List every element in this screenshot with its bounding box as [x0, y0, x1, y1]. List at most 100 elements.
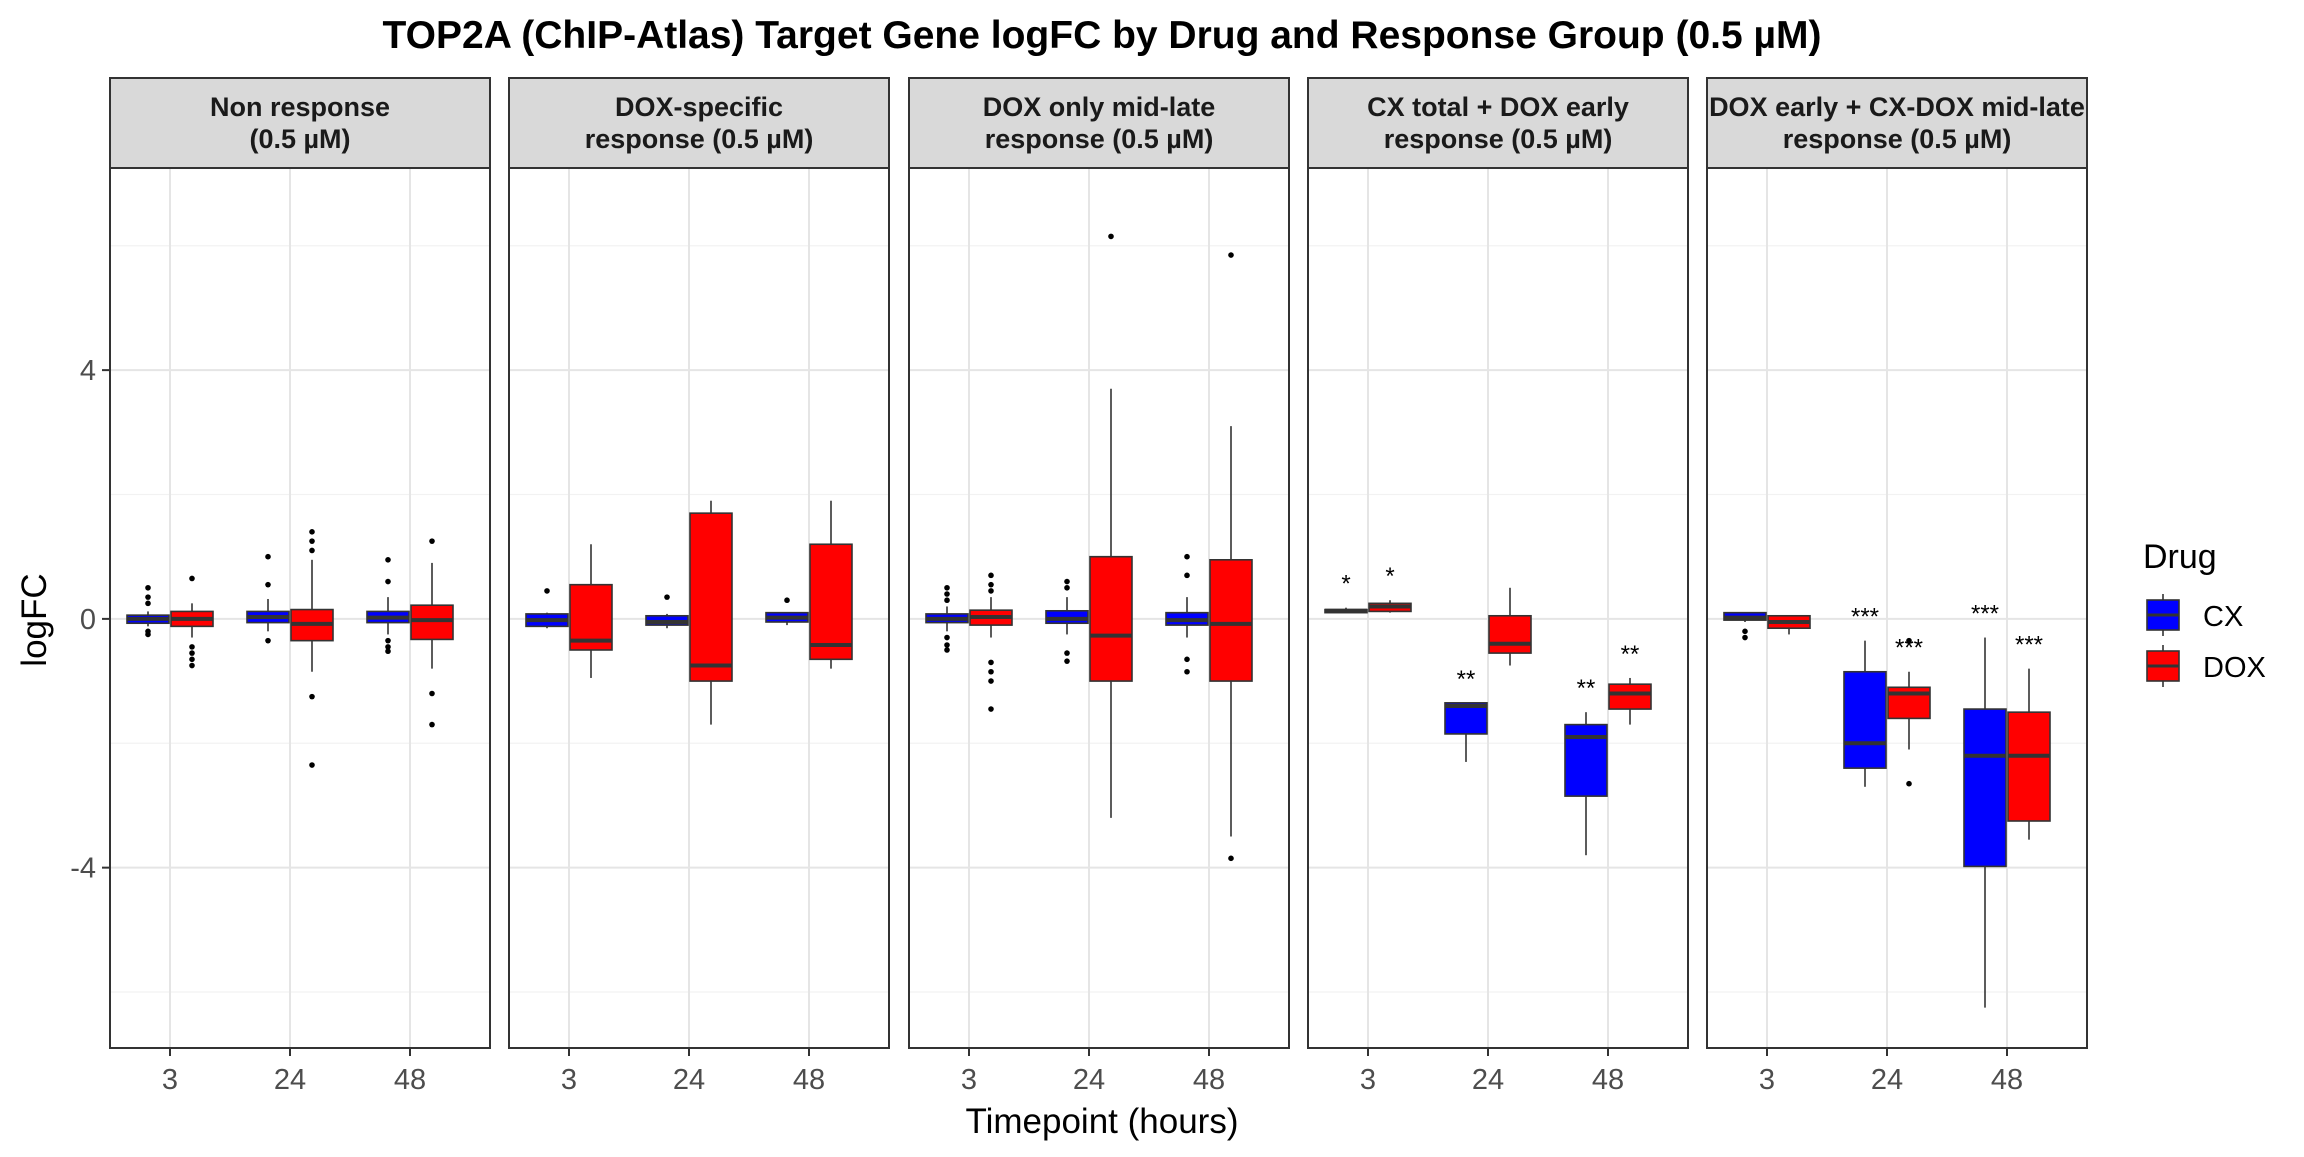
chart-title: TOP2A (ChIP-Atlas) Target Gene logFC by … — [383, 14, 1822, 57]
x-tick-label: 24 — [673, 1064, 705, 1096]
significance-label: *** — [1971, 601, 1999, 628]
outlier-point — [1108, 233, 1114, 240]
facet-panel: Non response (0.5 µM) 3 24 48 — [109, 77, 491, 1096]
x-axis-label: Timepoint (hours) — [966, 1102, 1239, 1141]
panel-background — [1707, 168, 2087, 1048]
outlier-point — [1906, 637, 1912, 644]
x-tick-label: 3 — [961, 1064, 977, 1096]
box-cx-3h — [525, 588, 569, 629]
legend-key-cx — [2146, 594, 2180, 636]
outlier-point — [189, 656, 195, 663]
outlier-point — [309, 693, 315, 700]
x-tick-label: 48 — [394, 1064, 426, 1096]
outlier-point — [265, 637, 271, 644]
outlier-point — [145, 594, 151, 600]
x-tick-label: 48 — [793, 1064, 825, 1096]
outlier-point — [145, 631, 151, 638]
facet-strip-label-line: CX total + DOX early — [1367, 92, 1629, 122]
box-cx-24h — [645, 594, 689, 629]
outlier-point — [385, 578, 391, 585]
x-tick-label: 24 — [1871, 1064, 1903, 1096]
box-cx-24h — [1843, 640, 1887, 787]
facet-panel: * *** ****CX total + DOX early response (0.… — [1307, 77, 1689, 1096]
box-cx-48h — [1564, 712, 1608, 856]
box-cx-24h — [246, 553, 290, 644]
facet-strip-label-line: (0.5 µM) — [249, 124, 350, 154]
facet-strip-label-line: response (0.5 µM) — [1783, 124, 2012, 154]
box-dox-48h — [1608, 677, 1652, 725]
box-body — [809, 543, 853, 661]
outlier-point — [385, 557, 391, 563]
box-body — [1488, 614, 1532, 654]
y-axis: -4 0 4 — [70, 355, 110, 885]
outlier-point — [988, 588, 994, 594]
x-tick-label: 24 — [1073, 1064, 1105, 1096]
panel-content — [925, 233, 1253, 862]
outlier-point — [429, 538, 435, 544]
box-dox-48h — [2007, 668, 2051, 840]
x-tick-label: 3 — [1759, 1064, 1775, 1096]
box-cx-24h — [1045, 578, 1089, 664]
outlier-point — [145, 584, 151, 591]
y-tick-label: 0 — [80, 604, 96, 636]
box-body — [1209, 559, 1253, 682]
outlier-point — [944, 642, 950, 648]
y-tick-label: -4 — [70, 853, 96, 885]
y-tick-label: 4 — [80, 355, 96, 387]
outlier-point — [1064, 658, 1070, 664]
strip-background — [1706, 77, 2088, 169]
outlier-point — [944, 591, 950, 597]
outlier-point — [1184, 572, 1190, 579]
outlier-point — [1228, 252, 1234, 258]
legend-label-dox: DOX — [2203, 652, 2266, 684]
facet-strip: CX total + DOX early response (0.5 µM) — [1307, 77, 1689, 169]
outlier-point — [988, 678, 994, 684]
outlier-point — [1064, 578, 1070, 585]
outlier-point — [309, 538, 315, 544]
box-cx-3h — [126, 584, 170, 638]
outlier-point — [1228, 855, 1234, 862]
box-dox-3h — [969, 572, 1013, 712]
strip-background — [1307, 77, 1689, 169]
box-cx-48h — [366, 557, 410, 655]
outlier-point — [1184, 553, 1190, 560]
facet-strip: Non response (0.5 µM) — [109, 77, 491, 169]
box-body — [410, 604, 454, 641]
y-axis-label: logFC — [15, 573, 54, 666]
outlier-point — [309, 529, 315, 535]
significance-label: *** — [1895, 635, 1923, 662]
outlier-point — [988, 668, 994, 675]
facet-panel: DOX only mid-late response (0.5 µM) 3 24 48 — [908, 77, 1290, 1096]
significance-label: *** — [2015, 632, 2043, 659]
outlier-point — [988, 706, 994, 712]
box-cx-24h — [1444, 702, 1488, 762]
box-dox-24h — [290, 529, 334, 768]
significance-label: ** — [1577, 675, 1596, 702]
box-dox-24h — [1089, 233, 1133, 818]
facet-strip-label-line: response (0.5 µM) — [585, 124, 814, 154]
facet-strip-label: DOX only mid-late response (0.5 µM) — [983, 92, 1216, 154]
panel-content — [1723, 611, 2051, 1008]
panel-content — [126, 529, 454, 768]
outlier-point — [145, 600, 151, 607]
box-body — [689, 512, 733, 682]
x-tick-label: 48 — [1991, 1064, 2023, 1096]
box-cx-3h — [925, 584, 969, 653]
box-cx-48h — [765, 597, 809, 626]
strip-background — [109, 77, 491, 169]
legend-title: Drug — [2143, 538, 2217, 576]
panel-background — [1308, 168, 1688, 1048]
outlier-point — [265, 581, 271, 588]
box-dox-48h — [809, 500, 853, 669]
box-dox-3h — [569, 544, 613, 678]
facet-strip-label-line: DOX-specific — [615, 92, 783, 122]
outlier-point — [1064, 650, 1070, 656]
facet-panel: DOX-specific response (0.5 µM) 3 24 48 — [508, 77, 890, 1096]
outlier-point — [189, 644, 195, 650]
x-tick-label: 24 — [274, 1064, 306, 1096]
box-body — [1089, 555, 1133, 682]
facet-strip-label-line: response (0.5 µM) — [985, 124, 1214, 154]
outlier-point — [544, 588, 550, 594]
